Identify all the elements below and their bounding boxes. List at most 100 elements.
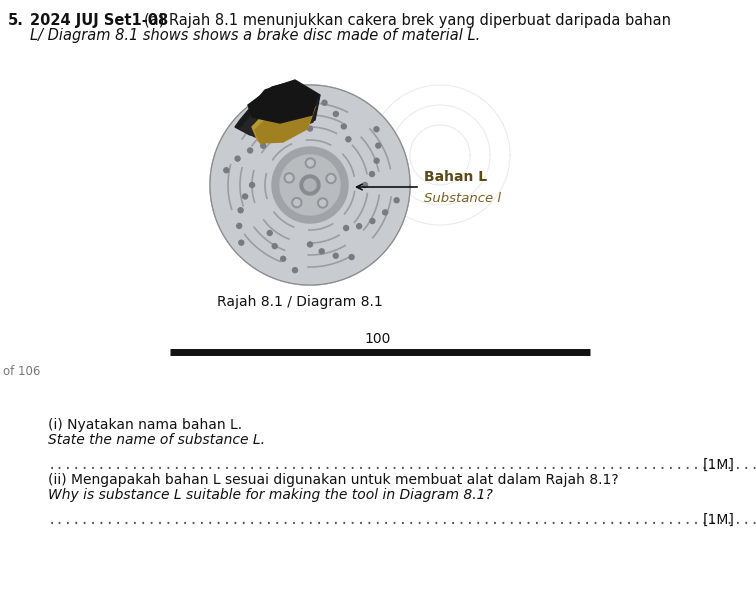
Text: [1M]: [1M] [703, 513, 735, 527]
Text: ................................................................................: ........................................… [48, 458, 756, 472]
Polygon shape [240, 85, 318, 137]
Text: Substance l: Substance l [424, 193, 501, 205]
Polygon shape [255, 98, 313, 143]
Polygon shape [219, 94, 401, 276]
Polygon shape [258, 133, 362, 237]
Polygon shape [272, 147, 348, 223]
Polygon shape [300, 175, 320, 195]
Polygon shape [294, 169, 326, 201]
Polygon shape [252, 94, 315, 141]
Circle shape [239, 240, 243, 245]
Circle shape [341, 124, 346, 129]
Polygon shape [210, 85, 410, 285]
Text: 100: 100 [365, 332, 391, 346]
Polygon shape [235, 80, 320, 135]
Circle shape [308, 126, 312, 131]
Text: of 106: of 106 [3, 365, 40, 378]
Text: (ii) Mengapakah bahan L sesuai digunakan untuk membuat alat dalam Rajah 8.1?: (ii) Mengapakah bahan L sesuai digunakan… [48, 473, 618, 487]
Polygon shape [216, 91, 404, 279]
Polygon shape [237, 112, 383, 258]
Polygon shape [222, 97, 398, 273]
Polygon shape [231, 106, 389, 264]
Polygon shape [228, 103, 392, 267]
Text: Bahan L: Bahan L [424, 170, 487, 184]
Polygon shape [246, 121, 374, 249]
Circle shape [284, 173, 294, 183]
Circle shape [287, 175, 292, 181]
Polygon shape [261, 136, 359, 234]
Circle shape [346, 137, 351, 142]
Circle shape [394, 198, 399, 203]
Circle shape [374, 127, 379, 131]
Circle shape [292, 198, 302, 208]
Circle shape [322, 100, 327, 105]
Text: (i) Nyatakan nama bahan L.: (i) Nyatakan nama bahan L. [48, 418, 242, 432]
Circle shape [307, 160, 313, 166]
Circle shape [328, 176, 334, 181]
Text: Rajah 8.1 / Diagram 8.1: Rajah 8.1 / Diagram 8.1 [217, 295, 383, 309]
Circle shape [224, 168, 229, 173]
Polygon shape [291, 166, 329, 204]
Circle shape [243, 194, 248, 199]
Text: 5.: 5. [8, 13, 24, 28]
Circle shape [305, 158, 315, 168]
Circle shape [383, 210, 388, 215]
Circle shape [333, 253, 338, 258]
Text: State the name of substance L.: State the name of substance L. [48, 433, 265, 447]
Polygon shape [234, 109, 386, 261]
Polygon shape [210, 85, 410, 285]
Polygon shape [279, 154, 341, 216]
Polygon shape [252, 127, 368, 243]
Circle shape [376, 143, 381, 148]
Circle shape [374, 158, 379, 163]
Text: (a) Rajah 8.1 menunjukkan cakera brek yang diperbuat daripada bahan: (a) Rajah 8.1 menunjukkan cakera brek ya… [144, 13, 671, 28]
Polygon shape [297, 172, 323, 198]
Polygon shape [243, 118, 377, 252]
Circle shape [320, 200, 326, 206]
Polygon shape [213, 88, 407, 282]
Circle shape [349, 255, 354, 259]
Polygon shape [273, 148, 347, 222]
Text: Why is substance L suitable for making the tool in Diagram 8.1?: Why is substance L suitable for making t… [48, 488, 493, 502]
Polygon shape [304, 179, 316, 191]
Circle shape [238, 208, 243, 213]
Polygon shape [306, 181, 314, 189]
Circle shape [251, 115, 256, 120]
Circle shape [248, 148, 253, 153]
Polygon shape [280, 155, 340, 215]
Polygon shape [225, 100, 395, 270]
Circle shape [326, 174, 336, 183]
Circle shape [280, 256, 286, 261]
Polygon shape [255, 130, 365, 240]
Circle shape [318, 198, 327, 208]
Circle shape [267, 230, 272, 236]
Polygon shape [270, 145, 350, 225]
Circle shape [237, 223, 242, 228]
Polygon shape [282, 157, 338, 213]
Circle shape [272, 243, 277, 249]
Polygon shape [264, 139, 356, 231]
Text: L/ Diagram 8.1 shows shows a brake disc made of material L.: L/ Diagram 8.1 shows shows a brake disc … [30, 28, 480, 43]
Polygon shape [309, 184, 311, 186]
Circle shape [268, 113, 272, 118]
Circle shape [249, 183, 255, 187]
Circle shape [319, 249, 324, 254]
Polygon shape [303, 178, 317, 192]
Text: ................................................................................: ........................................… [48, 513, 756, 527]
Polygon shape [276, 151, 344, 219]
Circle shape [370, 171, 374, 177]
Polygon shape [240, 115, 380, 255]
Circle shape [308, 242, 312, 247]
Polygon shape [285, 160, 335, 210]
Circle shape [370, 218, 375, 224]
Polygon shape [300, 175, 320, 195]
Circle shape [357, 224, 361, 228]
Text: 2024 JUJ Set1-08: 2024 JUJ Set1-08 [30, 13, 169, 28]
Polygon shape [288, 163, 332, 207]
Text: [1M]: [1M] [703, 458, 735, 472]
Circle shape [294, 199, 300, 206]
Circle shape [235, 156, 240, 161]
Circle shape [283, 114, 288, 120]
Circle shape [344, 226, 349, 230]
Circle shape [296, 119, 302, 124]
